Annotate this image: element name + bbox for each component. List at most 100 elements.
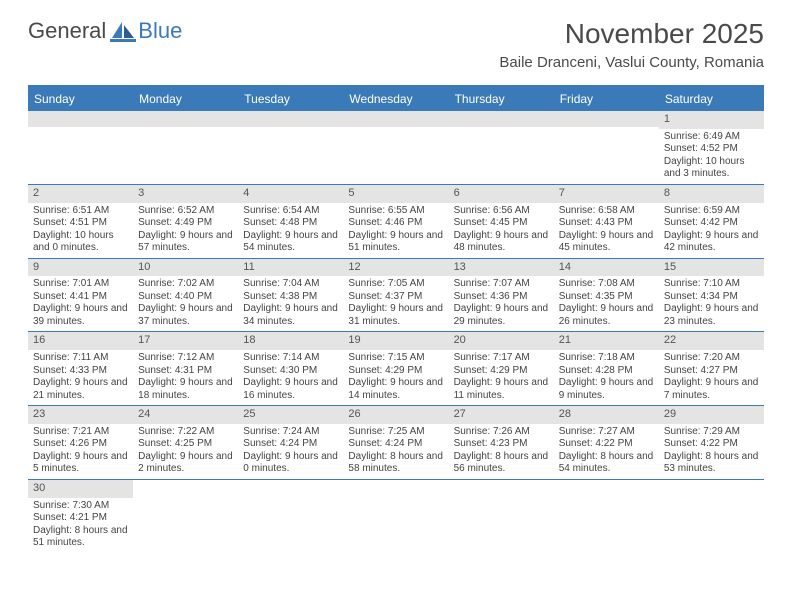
day-body: Sunrise: 6:59 AMSunset: 4:42 PMDaylight:… <box>659 203 764 258</box>
day-body: Sunrise: 6:56 AMSunset: 4:45 PMDaylight:… <box>449 203 554 258</box>
daylight-line: Daylight: 9 hours and 18 minutes. <box>138 377 233 402</box>
day-number: 2 <box>28 185 133 203</box>
daylight-line: Daylight: 8 hours and 51 minutes. <box>33 525 128 550</box>
day-cell: 4Sunrise: 6:54 AMSunset: 4:48 PMDaylight… <box>238 185 343 258</box>
day-number: 4 <box>238 185 343 203</box>
sunset-line: Sunset: 4:38 PM <box>243 291 338 304</box>
sunset-line: Sunset: 4:49 PM <box>138 217 233 230</box>
day-cell: 22Sunrise: 7:20 AMSunset: 4:27 PMDayligh… <box>659 332 764 405</box>
sunset-line: Sunset: 4:48 PM <box>243 217 338 230</box>
day-number <box>449 480 554 496</box>
daylight-line: Daylight: 9 hours and 0 minutes. <box>243 451 338 476</box>
daylight-line: Daylight: 9 hours and 34 minutes. <box>243 303 338 328</box>
day-cell: 9Sunrise: 7:01 AMSunset: 4:41 PMDaylight… <box>28 259 133 332</box>
weekday-header: Saturday <box>659 87 764 111</box>
sunrise-line: Sunrise: 6:52 AM <box>138 205 233 218</box>
week-row: 16Sunrise: 7:11 AMSunset: 4:33 PMDayligh… <box>28 332 764 406</box>
sunrise-line: Sunrise: 7:01 AM <box>33 278 128 291</box>
day-cell <box>659 480 764 553</box>
day-body: Sunrise: 7:20 AMSunset: 4:27 PMDaylight:… <box>659 350 764 405</box>
day-number <box>554 480 659 496</box>
sunset-line: Sunset: 4:29 PM <box>348 365 443 378</box>
sunrise-line: Sunrise: 7:04 AM <box>243 278 338 291</box>
day-cell: 1Sunrise: 6:49 AMSunset: 4:52 PMDaylight… <box>659 111 764 184</box>
day-body: Sunrise: 7:07 AMSunset: 4:36 PMDaylight:… <box>449 276 554 331</box>
sunrise-line: Sunrise: 7:26 AM <box>454 426 549 439</box>
day-number: 3 <box>133 185 238 203</box>
daylight-line: Daylight: 9 hours and 7 minutes. <box>664 377 759 402</box>
day-number: 21 <box>554 332 659 350</box>
day-cell: 8Sunrise: 6:59 AMSunset: 4:42 PMDaylight… <box>659 185 764 258</box>
sunrise-line: Sunrise: 6:59 AM <box>664 205 759 218</box>
day-cell: 13Sunrise: 7:07 AMSunset: 4:36 PMDayligh… <box>449 259 554 332</box>
sunset-line: Sunset: 4:41 PM <box>33 291 128 304</box>
day-number <box>133 480 238 496</box>
sunrise-line: Sunrise: 7:15 AM <box>348 352 443 365</box>
day-body: Sunrise: 7:15 AMSunset: 4:29 PMDaylight:… <box>343 350 448 405</box>
day-cell: 28Sunrise: 7:27 AMSunset: 4:22 PMDayligh… <box>554 406 659 479</box>
day-cell <box>133 111 238 184</box>
day-cell <box>238 480 343 553</box>
day-cell: 5Sunrise: 6:55 AMSunset: 4:46 PMDaylight… <box>343 185 448 258</box>
daylight-line: Daylight: 9 hours and 16 minutes. <box>243 377 338 402</box>
logo-sail-icon <box>110 20 136 42</box>
daylight-line: Daylight: 9 hours and 42 minutes. <box>664 230 759 255</box>
week-row: 30Sunrise: 7:30 AMSunset: 4:21 PMDayligh… <box>28 480 764 553</box>
day-number: 10 <box>133 259 238 277</box>
sunrise-line: Sunrise: 7:17 AM <box>454 352 549 365</box>
day-number: 26 <box>343 406 448 424</box>
day-body: Sunrise: 7:05 AMSunset: 4:37 PMDaylight:… <box>343 276 448 331</box>
day-number: 28 <box>554 406 659 424</box>
day-body: Sunrise: 6:54 AMSunset: 4:48 PMDaylight:… <box>238 203 343 258</box>
day-cell <box>343 480 448 553</box>
sunrise-line: Sunrise: 7:24 AM <box>243 426 338 439</box>
daylight-line: Daylight: 9 hours and 57 minutes. <box>138 230 233 255</box>
sunrise-line: Sunrise: 7:27 AM <box>559 426 654 439</box>
day-cell: 30Sunrise: 7:30 AMSunset: 4:21 PMDayligh… <box>28 480 133 553</box>
sunset-line: Sunset: 4:42 PM <box>664 217 759 230</box>
sunset-line: Sunset: 4:43 PM <box>559 217 654 230</box>
sunset-line: Sunset: 4:24 PM <box>348 438 443 451</box>
day-body: Sunrise: 7:08 AMSunset: 4:35 PMDaylight:… <box>554 276 659 331</box>
header: General Blue November 2025 Baile Drancen… <box>0 0 792 79</box>
daylight-line: Daylight: 9 hours and 11 minutes. <box>454 377 549 402</box>
day-body: Sunrise: 6:55 AMSunset: 4:46 PMDaylight:… <box>343 203 448 258</box>
day-cell: 18Sunrise: 7:14 AMSunset: 4:30 PMDayligh… <box>238 332 343 405</box>
day-cell: 20Sunrise: 7:17 AMSunset: 4:29 PMDayligh… <box>449 332 554 405</box>
sunset-line: Sunset: 4:33 PM <box>33 365 128 378</box>
day-body: Sunrise: 7:04 AMSunset: 4:38 PMDaylight:… <box>238 276 343 331</box>
day-cell: 21Sunrise: 7:18 AMSunset: 4:28 PMDayligh… <box>554 332 659 405</box>
daylight-line: Daylight: 10 hours and 0 minutes. <box>33 230 128 255</box>
sunset-line: Sunset: 4:22 PM <box>559 438 654 451</box>
sunset-line: Sunset: 4:37 PM <box>348 291 443 304</box>
weekday-header: Tuesday <box>238 87 343 111</box>
day-body: Sunrise: 7:11 AMSunset: 4:33 PMDaylight:… <box>28 350 133 405</box>
sunset-line: Sunset: 4:51 PM <box>33 217 128 230</box>
logo: General Blue <box>28 18 182 44</box>
weekday-header: Thursday <box>449 87 554 111</box>
day-cell: 24Sunrise: 7:22 AMSunset: 4:25 PMDayligh… <box>133 406 238 479</box>
day-number <box>343 480 448 496</box>
day-number <box>554 111 659 127</box>
weekday-header: Monday <box>133 87 238 111</box>
day-number <box>238 480 343 496</box>
day-cell: 19Sunrise: 7:15 AMSunset: 4:29 PMDayligh… <box>343 332 448 405</box>
daylight-line: Daylight: 9 hours and 45 minutes. <box>559 230 654 255</box>
day-body: Sunrise: 7:22 AMSunset: 4:25 PMDaylight:… <box>133 424 238 479</box>
daylight-line: Daylight: 9 hours and 29 minutes. <box>454 303 549 328</box>
logo-text-blue: Blue <box>138 18 182 44</box>
day-body: Sunrise: 6:58 AMSunset: 4:43 PMDaylight:… <box>554 203 659 258</box>
sunrise-line: Sunrise: 7:29 AM <box>664 426 759 439</box>
day-number <box>659 480 764 496</box>
daylight-line: Daylight: 9 hours and 26 minutes. <box>559 303 654 328</box>
day-body: Sunrise: 7:02 AMSunset: 4:40 PMDaylight:… <box>133 276 238 331</box>
weekday-header: Sunday <box>28 87 133 111</box>
day-number: 29 <box>659 406 764 424</box>
daylight-line: Daylight: 8 hours and 58 minutes. <box>348 451 443 476</box>
daylight-line: Daylight: 10 hours and 3 minutes. <box>664 156 759 181</box>
day-number: 23 <box>28 406 133 424</box>
day-number: 15 <box>659 259 764 277</box>
week-row: 2Sunrise: 6:51 AMSunset: 4:51 PMDaylight… <box>28 185 764 259</box>
day-body: Sunrise: 7:21 AMSunset: 4:26 PMDaylight:… <box>28 424 133 479</box>
calendar: SundayMondayTuesdayWednesdayThursdayFrid… <box>28 85 764 553</box>
